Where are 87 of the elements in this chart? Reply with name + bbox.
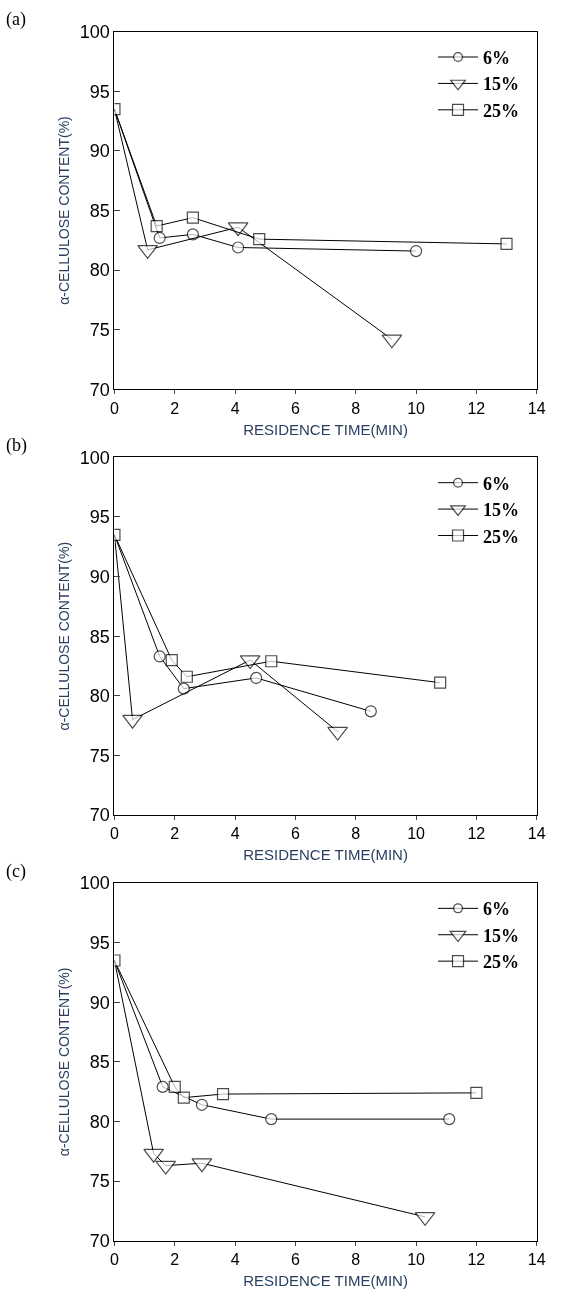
x-tick-label: 8 [351, 399, 361, 417]
x-tick-label: 4 [230, 1250, 240, 1268]
legend-label: 15% [483, 74, 520, 95]
y-tick-label: 70 [89, 1231, 110, 1252]
y-tick-label: 90 [89, 992, 110, 1013]
point [168, 1080, 181, 1093]
point [195, 1098, 209, 1111]
point [470, 1086, 483, 1099]
x-tick-label: 10 [407, 399, 426, 417]
x-tick-label: 10 [407, 825, 426, 843]
point [153, 650, 166, 663]
point [434, 676, 447, 689]
y-tick-label: 90 [89, 566, 110, 587]
x-tick-label: 10 [407, 1250, 426, 1268]
y-tick-label: 85 [89, 1052, 110, 1073]
y-tick-label: 85 [89, 200, 110, 221]
legend-label: 15% [483, 925, 520, 946]
chart-title: (a) [6, 9, 26, 30]
legend-label: 6% [483, 899, 511, 920]
x-axis-title: RESIDENCE TIME(MIN) [243, 420, 408, 438]
x-tick-label: 12 [467, 399, 486, 417]
legend-label: 25% [483, 952, 520, 973]
point [165, 653, 178, 667]
chart-title: (c) [6, 861, 26, 882]
x-tick-label: 0 [109, 1250, 119, 1268]
y-tick-label: 100 [79, 21, 110, 42]
point [265, 1112, 278, 1126]
point [253, 233, 266, 246]
x-tick-label: 6 [290, 399, 300, 417]
x-axis-title: RESIDENCE TIME(MIN) [243, 846, 408, 864]
x-tick-label: 8 [351, 1250, 361, 1268]
x-tick-label: 12 [467, 825, 486, 843]
x-tick-label: 0 [109, 399, 119, 417]
y-axis-title: α-CELLULOSE CONTENT(%) [56, 967, 73, 1157]
x-tick-label: 8 [351, 825, 361, 843]
point [150, 219, 163, 233]
y-tick-label: 80 [89, 686, 110, 707]
x-tick-label: 12 [467, 1250, 486, 1268]
point [250, 671, 263, 685]
y-tick-label: 75 [89, 320, 110, 341]
x-tick-label: 14 [527, 399, 546, 417]
point [177, 1091, 190, 1104]
legend-label: 25% [483, 100, 520, 121]
y-axis-title: α-CELLULOSE CONTENT(%) [56, 116, 73, 305]
y-tick-label: 85 [89, 626, 110, 647]
x-tick-label: 2 [170, 1250, 180, 1268]
legend-label: 15% [483, 500, 520, 521]
x-tick-label: 6 [290, 825, 300, 843]
legend-label: 6% [483, 473, 511, 494]
y-tick-label: 95 [89, 507, 110, 528]
x-tick-label: 0 [109, 825, 119, 843]
point [443, 1112, 456, 1126]
point [186, 211, 199, 224]
legend-label: 25% [483, 526, 520, 547]
point [177, 682, 190, 695]
x-axis-title: RESIDENCE TIME(MIN) [243, 1271, 408, 1289]
x-tick-label: 14 [527, 825, 546, 843]
x-tick-label: 4 [230, 399, 240, 417]
y-tick-label: 75 [89, 1171, 110, 1192]
y-tick-label: 80 [89, 260, 110, 281]
y-tick-label: 75 [89, 745, 110, 766]
y-tick-label: 100 [79, 447, 110, 468]
point [216, 1087, 230, 1101]
legend-label: 6% [483, 48, 511, 69]
y-tick-label: 80 [89, 1111, 110, 1132]
y-tick-label: 95 [89, 932, 110, 953]
point [232, 241, 245, 254]
point [122, 714, 143, 729]
point [364, 705, 377, 718]
x-tick-label: 6 [290, 1250, 300, 1268]
x-tick-label: 2 [170, 825, 180, 843]
point [409, 244, 423, 258]
y-tick-label: 95 [89, 81, 110, 102]
x-tick-label: 4 [230, 825, 240, 843]
point [180, 670, 193, 683]
y-tick-label: 100 [79, 873, 110, 894]
y-tick-label: 70 [89, 379, 110, 400]
y-tick-label: 70 [89, 805, 110, 826]
point [156, 1080, 169, 1093]
y-tick-label: 90 [89, 141, 110, 162]
point [265, 655, 278, 668]
chart-title: (b) [6, 435, 27, 456]
point [153, 231, 166, 245]
point [500, 237, 513, 251]
x-tick-label: 14 [527, 1250, 546, 1268]
y-axis-title: α-CELLULOSE CONTENT(%) [56, 541, 73, 731]
x-tick-label: 2 [170, 399, 180, 417]
